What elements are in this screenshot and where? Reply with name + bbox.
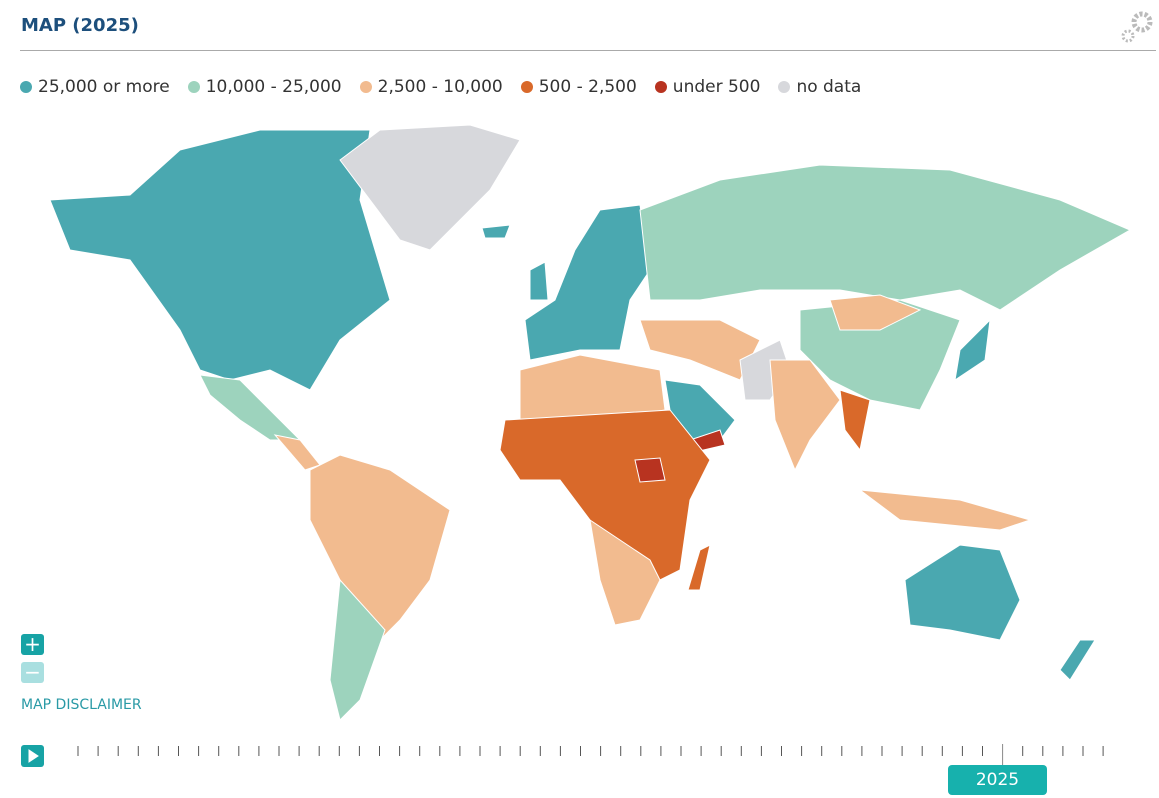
southern-africa [589,518,661,626]
legend-label: 10,000 - 25,000 [205,77,342,97]
legend-item[interactable]: 500 - 2,500 [520,77,637,97]
timeline[interactable] [60,740,1120,770]
play-button[interactable] [21,745,44,767]
legend-swatch [187,81,200,93]
map-disclaimer[interactable]: MAP DISCLAIMER [21,697,142,713]
legend-swatch [359,81,372,93]
legend-item[interactable]: 2,500 - 10,000 [359,77,503,97]
world-map [49,124,1132,721]
south-sudan [634,457,666,483]
settings-icon[interactable] [1118,8,1156,44]
indonesia [858,489,1032,531]
north-america [49,129,391,391]
india [769,359,841,472]
middle-east [639,319,761,381]
madagascar [687,544,711,591]
north-africa [519,354,666,421]
central-america [273,434,321,471]
zoom-out[interactable]: − [21,662,44,683]
japan [954,318,991,382]
divider [20,50,1156,51]
russia [639,164,1132,311]
legend-item[interactable]: under 500 [654,77,761,97]
legend-swatch [20,81,32,93]
south-america [309,454,451,641]
legend-item[interactable]: no data [778,77,861,97]
legend-label: 2,500 - 10,000 [377,77,503,97]
legend-item[interactable]: 10,000 - 25,000 [187,77,342,97]
legend-swatch [520,81,533,93]
greenland [339,124,521,251]
southern-cone [329,578,386,721]
legend-item[interactable]: 25,000 or more [20,77,170,97]
europe [524,204,651,361]
legend-label: under 500 [672,77,761,97]
legend-label: 500 - 2,500 [538,77,637,97]
legend: 25,000 or more 10,000 - 25,000 2,500 - 10,… [20,77,861,97]
legend-label: no data [796,77,862,97]
australia [904,544,1021,641]
mongolia [829,294,922,331]
legend-swatch [778,81,791,93]
legend-swatch [654,81,667,93]
new-zealand [1059,639,1096,681]
southeast-asia [839,389,871,452]
legend-label: 25,000 or more [38,77,170,97]
mexico [199,374,302,441]
current-year: 2025 [948,765,1047,795]
uk [529,261,549,301]
zoom-in[interactable]: + [21,634,44,655]
title: MAP (2025) [21,15,139,36]
iceland [481,224,511,239]
